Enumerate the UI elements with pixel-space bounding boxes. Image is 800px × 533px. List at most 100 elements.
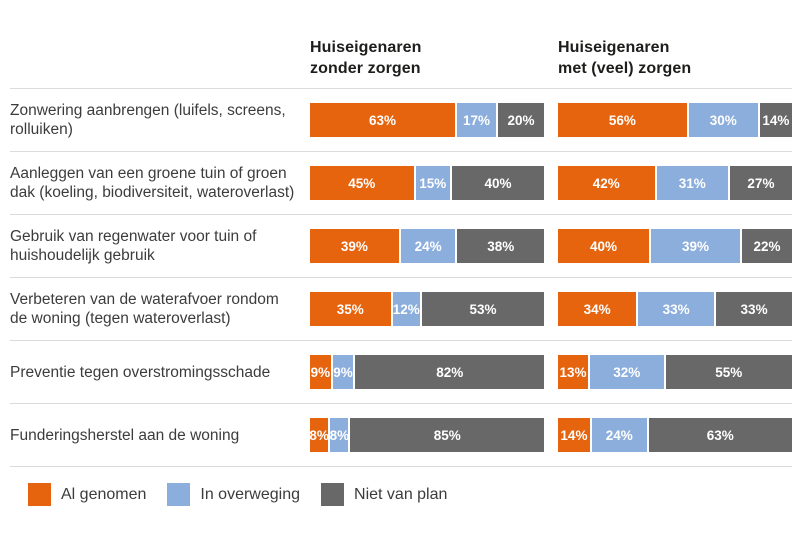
bar-segment-value: 33% [662, 301, 690, 317]
bar-segment-value: 53% [469, 301, 497, 317]
legend-item-label: Al genomen [61, 485, 147, 503]
bar-segment-value: 8% [329, 427, 350, 443]
bar-segment-value: 9% [310, 364, 331, 380]
group-header-line: zonder zorgen [310, 60, 421, 77]
bar-segment: 14% [759, 103, 792, 137]
category-label: Gebruik van regenwater voor tuin of huis… [10, 228, 257, 264]
category-label: Zonwering aanbrengen (luifels, screens, … [10, 102, 286, 138]
bar-segment-value: 56% [608, 112, 636, 128]
category-label: Verbeteren van de waterafvoer rondom de … [10, 291, 279, 327]
legend-swatch-icon [321, 483, 345, 506]
bar-segment: 31% [656, 166, 728, 200]
bar-segment: 27% [729, 166, 792, 200]
bar-segment: 53% [422, 292, 544, 326]
category-label: Aanleggen van een groene tuin of groen d… [10, 165, 295, 201]
bar-segment: 30% [688, 103, 758, 137]
bar-segment-value: 35% [336, 301, 364, 317]
legend-swatch-icon [167, 483, 191, 506]
category-label: Funderingsherstel aan de woning [10, 426, 240, 444]
bar-segment-value: 9% [333, 364, 353, 380]
stacked-bar-zonder-zorgen: 8% 8% 85% [309, 418, 544, 452]
table-row: Zonwering aanbrengen (luifels, screens, … [10, 88, 792, 151]
bar-segment: 82% [355, 355, 544, 389]
stacked-bar-zonder-zorgen: 39% 24% 38% [310, 229, 544, 263]
bar-segment: 45% [310, 166, 414, 200]
legend-item: Niet van plan [321, 483, 447, 506]
stacked-bar-met-zorgen: 42% 31% 27% [558, 166, 792, 200]
bar-segment-value: 17% [462, 112, 490, 128]
bar-segment-value: 27% [747, 175, 775, 191]
bar-segment: 56% [558, 103, 687, 137]
legend-item: In overweging [167, 483, 300, 506]
bar-segment-value: 14% [762, 112, 790, 128]
bar-segment: 63% [648, 418, 792, 452]
bar-segment: 55% [665, 355, 792, 389]
bar-segment-value: 13% [559, 364, 587, 380]
bar-segment-value: 85% [433, 427, 461, 443]
bar-segment-value: 45% [348, 175, 376, 191]
bar-segment-value: 55% [715, 364, 743, 380]
bar-segment-value: 63% [368, 112, 396, 128]
bar-segment: 13% [558, 355, 588, 389]
stacked-bar-met-zorgen: 40% 39% 22% [558, 229, 792, 263]
bar-segment-value: 42% [592, 175, 620, 191]
bar-segment: 32% [589, 355, 664, 389]
stacked-bar-met-zorgen: 56% 30% 14% [558, 103, 792, 137]
category-label: Preventie tegen overstromingsschade [10, 363, 271, 381]
bar-segment: 33% [638, 292, 715, 326]
bar-segment-value: 24% [414, 238, 442, 254]
bar-segment-value: 40% [484, 175, 512, 191]
stacked-bar-zonder-zorgen: 63% 17% 20% [310, 103, 544, 137]
chart-rows: Zonwering aanbrengen (luifels, screens, … [10, 88, 793, 466]
bar-segment: 15% [415, 166, 450, 200]
legend-swatch-icon [28, 483, 51, 506]
bar-segment-value: 34% [583, 301, 611, 317]
bar-segment-value: 33% [740, 301, 768, 317]
bar-segment-value: 22% [753, 238, 781, 254]
bar-segment: 8% [309, 418, 329, 452]
stacked-bar-zonder-zorgen: 9% 9% 82% [310, 355, 544, 389]
bar-segment: 14% [558, 418, 590, 452]
bar-segment-value: 32% [613, 364, 641, 380]
table-row: Funderingsherstel aan de woning 8% 8% 85% … [10, 403, 792, 466]
bar-segment-value: 8% [309, 427, 329, 443]
bar-segment-value: 63% [706, 427, 734, 443]
stacked-bar-met-zorgen: 34% 33% 33% [558, 292, 793, 326]
group-header-line: Huiseigenaren [558, 39, 670, 56]
bar-segment-value: 38% [487, 238, 515, 254]
bar-segment: 39% [651, 229, 740, 263]
bar-segment: 12% [392, 292, 421, 326]
table-row: Aanleggen van een groene tuin of groen d… [10, 151, 792, 214]
bar-segment: 22% [741, 229, 792, 263]
group-header-met-zorgen: Huiseigenaren met (veel) zorgen [558, 37, 792, 88]
bar-segment-value: 40% [590, 238, 618, 254]
table-row: Gebruik van regenwater voor tuin of huis… [10, 214, 792, 277]
bar-segment: 17% [456, 103, 496, 137]
bar-segment-value: 31% [678, 175, 706, 191]
bar-segment: 9% [310, 355, 331, 389]
table-row: Verbeteren van de waterafvoer rondom de … [10, 277, 793, 340]
bar-segment: 8% [329, 418, 350, 452]
legend-item-label: Niet van plan [354, 485, 448, 503]
bar-segment-value: 39% [340, 238, 368, 254]
stacked-bar-zonder-zorgen: 35% 12% 53% [310, 292, 544, 326]
bar-segment-value: 39% [681, 238, 710, 254]
bar-segment-value: 20% [507, 112, 535, 128]
bar-segment: 24% [591, 418, 647, 452]
bar-segment: 85% [350, 418, 544, 452]
bar-segment-value: 15% [419, 175, 447, 191]
bar-segment: 40% [558, 229, 650, 263]
stacked-bar-met-zorgen: 14% 24% 63% [558, 418, 792, 452]
bar-segment: 33% [716, 292, 793, 326]
bar-segment: 40% [452, 166, 544, 200]
bar-segment: 35% [310, 292, 391, 326]
bar-segment: 42% [558, 166, 655, 200]
stacked-bar-zonder-zorgen: 45% 15% 40% [310, 166, 544, 200]
legend: Al genomen In overweging Niet van plan [10, 466, 792, 506]
group-header-zonder-zorgen: Huiseigenaren zonder zorgen [310, 37, 544, 88]
stacked-bar-met-zorgen: 13% 32% 55% [558, 355, 792, 389]
bar-segment: 20% [498, 103, 544, 137]
bar-segment: 39% [310, 229, 399, 263]
bar-segment-value: 12% [392, 301, 420, 317]
